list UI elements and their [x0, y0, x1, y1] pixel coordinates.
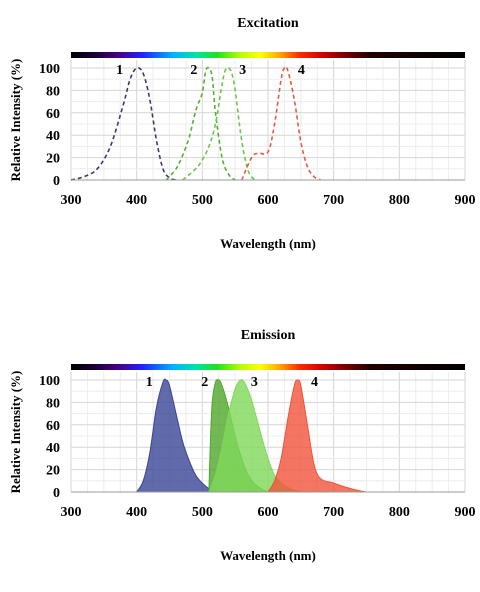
series-label-3: 3 — [239, 63, 246, 78]
y-tick-label: 80 — [46, 84, 60, 99]
y-tick-label: 0 — [53, 174, 60, 189]
y-axis-label: Relative Intensity (%) — [8, 371, 23, 494]
series-area-1 — [135, 378, 216, 493]
excitation-chart: Excitation 1 2 3 4 0 20 40 60 80 100 300 400 500 600 70… — [0, 10, 480, 280]
x-tick-label: 300 — [61, 193, 82, 208]
series-label-2: 2 — [190, 63, 197, 78]
series-label-1: 1 — [116, 63, 123, 78]
x-tick-label: 700 — [323, 193, 344, 208]
chart-title: Emission — [241, 328, 296, 343]
series-line-2 — [165, 66, 236, 181]
y-tick-label: 20 — [46, 152, 60, 167]
y-axis-label: Relative Intensity (%) — [8, 59, 23, 182]
x-axis-label: Wavelength (nm) — [220, 236, 316, 251]
series-label-1: 1 — [146, 375, 153, 390]
y-tick-label: 20 — [46, 464, 60, 479]
x-tick-label: 400 — [126, 193, 147, 208]
spectrum-bar — [71, 364, 465, 370]
x-tick-label: 600 — [258, 193, 279, 208]
x-tick-label: 400 — [126, 505, 147, 520]
spectrum-bar — [71, 52, 465, 58]
series-line-1 — [70, 66, 177, 181]
series-line-4 — [241, 65, 321, 181]
y-tick-label: 100 — [39, 374, 60, 389]
series-label-2: 2 — [201, 375, 208, 390]
y-tick-label: 0 — [53, 486, 60, 501]
x-tick-label: 800 — [389, 505, 410, 520]
emission-chart: Emission 1 2 3 4 0 20 40 60 80 100 300 400 500 600 700 8… — [0, 322, 480, 592]
series-area-4 — [267, 379, 367, 493]
y-tick-label: 100 — [39, 62, 60, 77]
x-tick-label: 500 — [192, 505, 213, 520]
y-tick-label: 60 — [46, 107, 60, 122]
x-tick-label: 300 — [61, 505, 82, 520]
x-tick-label: 700 — [323, 505, 344, 520]
x-axis-label: Wavelength (nm) — [220, 548, 316, 563]
series-line-3 — [182, 66, 256, 181]
x-tick-label: 800 — [389, 193, 410, 208]
x-tick-label: 600 — [258, 505, 279, 520]
series-label-4: 4 — [311, 375, 318, 390]
x-tick-label: 500 — [192, 193, 213, 208]
y-tick-label: 40 — [46, 129, 60, 144]
series-label-3: 3 — [251, 375, 258, 390]
x-tick-label: 900 — [455, 505, 476, 520]
x-tick-label: 900 — [455, 193, 476, 208]
y-tick-label: 40 — [46, 441, 60, 456]
series-label-4: 4 — [298, 63, 305, 78]
y-tick-label: 80 — [46, 396, 60, 411]
chart-title: Excitation — [237, 16, 299, 31]
y-tick-label: 60 — [46, 419, 60, 434]
